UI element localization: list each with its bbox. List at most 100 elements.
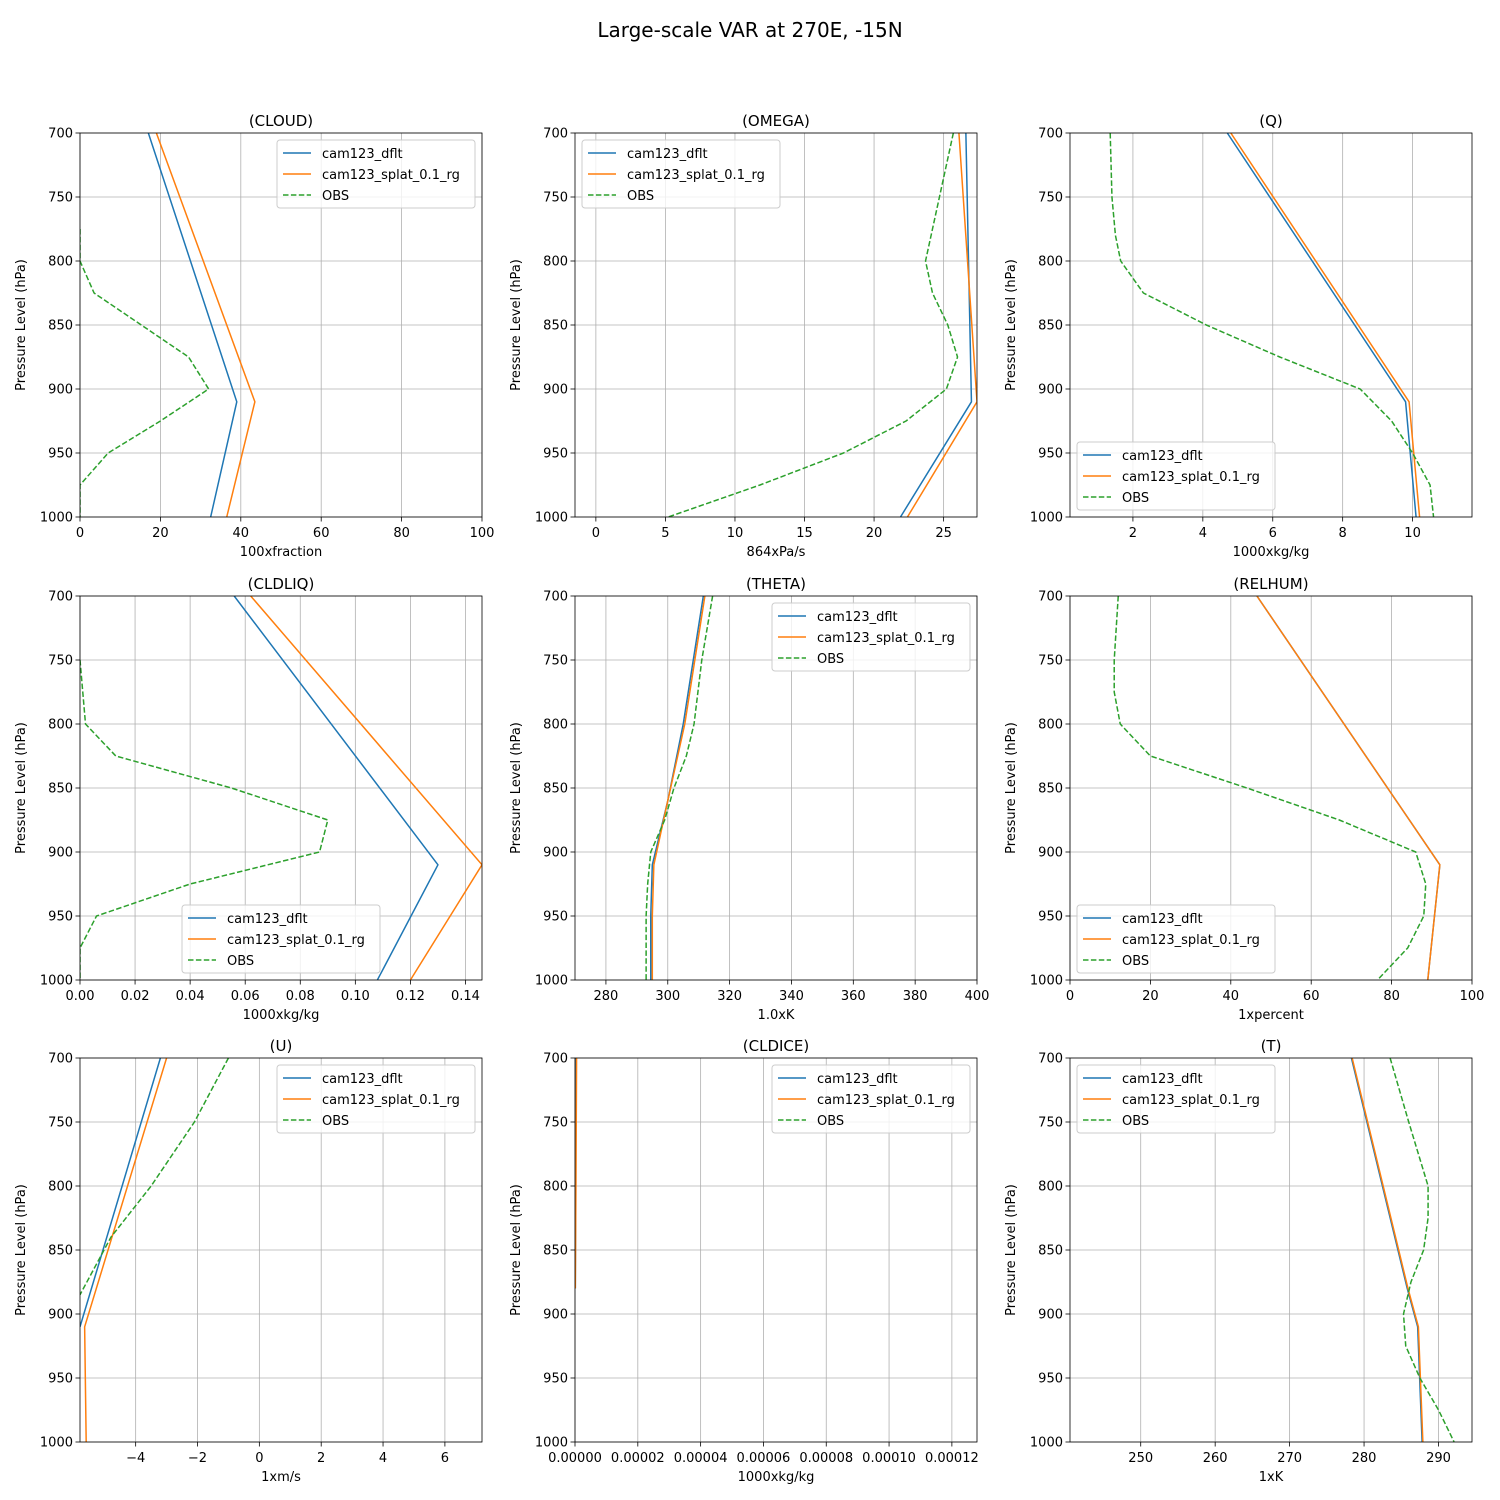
series-line-obs xyxy=(1113,596,1427,980)
x-axis-label: 1xK xyxy=(1259,1470,1284,1485)
y-tick-label: 950 xyxy=(1038,447,1063,462)
panel-title: (THETA) xyxy=(746,575,806,593)
y-tick-label: 950 xyxy=(543,447,568,462)
x-tick-label: 0 xyxy=(1066,989,1074,1004)
legend-label: cam123_dflt xyxy=(1122,912,1203,927)
series-line-cam123-splat-0-1-rg xyxy=(1230,133,1421,517)
x-tick-label: 20 xyxy=(152,526,169,541)
x-tick-label: 0.00002 xyxy=(611,1451,665,1466)
legend: cam123_dflt cam123_splat_0.1_rg OBS xyxy=(771,1064,971,1134)
panel-7: −4 −2 0 2 4 6 700 750 800 850 900 950 1000 (U) 1xm/s Pr… xyxy=(14,1037,483,1485)
series-lines xyxy=(645,596,714,980)
y-tick-label: 800 xyxy=(543,1180,568,1195)
panels: 0 20 40 60 80 1007007508008509009501000(CLOUD… xyxy=(14,112,1484,1485)
y-tick-label: 850 xyxy=(48,319,73,334)
panel-9: 250 260 270 280 290 700 750 800 850 900 950 1000 (T)… xyxy=(1004,1037,1473,1485)
x-tick-label: 250 xyxy=(1128,1451,1153,1466)
legend: cam123_dflt cam123_splat_0.1_rg OBS xyxy=(581,139,781,209)
y-tick-label: 900 xyxy=(543,846,568,861)
y-tick-label: 950 xyxy=(1038,910,1063,925)
series-line-cam123-splat-0-1-rg xyxy=(250,596,482,980)
panel-title: (CLDICE) xyxy=(743,1037,809,1055)
series-line-obs xyxy=(1389,1058,1455,1442)
panel-1: 0 20 40 60 80 100 700 750 800 850 900 950 1000 (CLOUD… xyxy=(14,112,494,560)
x-tick-label: 4 xyxy=(379,1451,387,1466)
panel-title: (CLOUD) xyxy=(249,112,313,130)
y-tick-label: 1000 xyxy=(40,1436,73,1451)
series-line-cam123-splat-0-1-rg xyxy=(651,596,706,980)
x-tick-label: 280 xyxy=(594,989,619,1004)
legend-label: cam123_dflt xyxy=(227,912,308,927)
legend-label: OBS xyxy=(627,189,654,204)
x-tick-label: 360 xyxy=(841,989,866,1004)
series-line-obs xyxy=(80,1058,230,1296)
legend-label: cam123_splat_0.1_rg xyxy=(322,168,460,183)
x-tick-label: −2 xyxy=(188,1451,207,1466)
y-tick-label: 900 xyxy=(48,846,73,861)
legend-box xyxy=(1076,441,1276,511)
figure-suptitle: Large-scale VAR at 270E, -15N xyxy=(597,18,902,42)
legend-box xyxy=(181,904,381,974)
y-tick-label: 1000 xyxy=(1030,511,1063,526)
series-line-cam123-dflt xyxy=(80,1058,162,1328)
x-tick-label: 10 xyxy=(1404,526,1421,541)
y-tick-label: 800 xyxy=(1038,255,1063,270)
x-tick-label: 25 xyxy=(935,526,952,541)
x-tick-label: 5 xyxy=(661,526,669,541)
x-axis-label: 1xm/s xyxy=(261,1470,301,1485)
x-tick-label: 0.00000 xyxy=(548,1451,602,1466)
legend-label: OBS xyxy=(322,189,349,204)
legend-label: cam123_splat_0.1_rg xyxy=(1122,933,1260,948)
series-lines xyxy=(1113,596,1441,980)
legend-label: cam123_dflt xyxy=(1122,449,1203,464)
legend-box xyxy=(276,1064,476,1134)
y-tick-label: 700 xyxy=(1038,127,1063,142)
x-tick-label: 10 xyxy=(727,526,744,541)
y-tick-label: 950 xyxy=(1038,1372,1063,1387)
panel-3: 2 4 6 8 10 700 750 800 850 900 950 1000 (Q) 1000xkg/k… xyxy=(1004,112,1473,560)
legend: cam123_dflt cam123_splat_0.1_rg OBS xyxy=(276,139,476,209)
y-axis-label: Pressure Level (hPa) xyxy=(509,259,524,391)
y-tick-label: 750 xyxy=(543,654,568,669)
legend: cam123_dflt cam123_splat_0.1_rg OBS xyxy=(181,904,381,974)
panel-8: 0.00000 0.00002 0.00004 0.00006 0.00008 0.000… xyxy=(509,1037,979,1485)
legend-box xyxy=(581,139,781,209)
panel-title: (OMEGA) xyxy=(742,112,810,130)
y-tick-label: 750 xyxy=(543,1116,568,1131)
x-axis-label: 1000xkg/kg xyxy=(1233,545,1310,560)
series-lines xyxy=(667,133,977,517)
x-tick-label: 60 xyxy=(1303,989,1320,1004)
legend-label: OBS xyxy=(817,652,844,667)
x-tick-label: 2 xyxy=(317,1451,325,1466)
x-axis-label: 1.0xK xyxy=(758,1008,795,1023)
legend-label: cam123_splat_0.1_rg xyxy=(817,631,955,646)
y-tick-label: 700 xyxy=(48,590,73,605)
y-tick-label: 900 xyxy=(1038,1308,1063,1323)
legend-label: cam123_splat_0.1_rg xyxy=(627,168,765,183)
x-tick-label: 6 xyxy=(441,1451,449,1466)
series-line-cam123-splat-0-1-rg xyxy=(906,133,977,517)
y-tick-label: 750 xyxy=(48,1116,73,1131)
y-tick-label: 900 xyxy=(1038,846,1063,861)
legend-label: cam123_splat_0.1_rg xyxy=(817,1093,955,1108)
x-tick-label: 60 xyxy=(313,526,330,541)
y-tick-label: 950 xyxy=(543,1372,568,1387)
y-tick-label: 900 xyxy=(1038,383,1063,398)
y-axis-label: Pressure Level (hPa) xyxy=(14,1184,29,1316)
series-lines xyxy=(80,1058,230,1442)
y-tick-label: 850 xyxy=(543,1244,568,1259)
x-tick-label: 80 xyxy=(1383,989,1400,1004)
series-lines xyxy=(575,1058,578,1289)
y-tick-label: 700 xyxy=(543,1052,568,1067)
y-tick-label: 900 xyxy=(543,383,568,398)
x-tick-label: 0.00004 xyxy=(674,1451,728,1466)
x-tick-label: 6 xyxy=(1269,526,1277,541)
series-line-obs xyxy=(667,133,959,517)
legend-label: OBS xyxy=(1122,491,1149,506)
y-axis-label: Pressure Level (hPa) xyxy=(1004,1184,1019,1316)
x-axis-label: 1000xkg/kg xyxy=(738,1470,815,1485)
x-tick-label: 260 xyxy=(1203,1451,1228,1466)
x-tick-label: 280 xyxy=(1352,1451,1377,1466)
panel-5: 280 300 320 340 360 380 400 700 750 800 850 900 950 1… xyxy=(509,575,989,1023)
y-tick-label: 950 xyxy=(48,447,73,462)
